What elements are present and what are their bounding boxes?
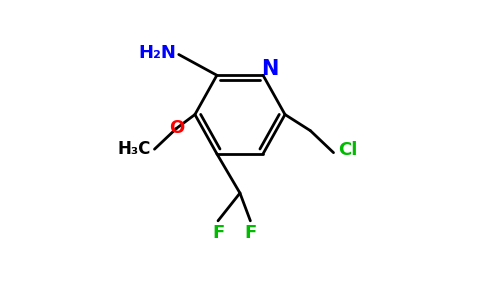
Text: F: F — [212, 224, 224, 242]
Text: N: N — [261, 59, 278, 79]
Text: Cl: Cl — [338, 141, 358, 159]
Text: H₃C: H₃C — [118, 140, 151, 158]
Text: H₂N: H₂N — [138, 44, 177, 62]
Text: O: O — [169, 119, 185, 137]
Text: F: F — [244, 224, 257, 242]
